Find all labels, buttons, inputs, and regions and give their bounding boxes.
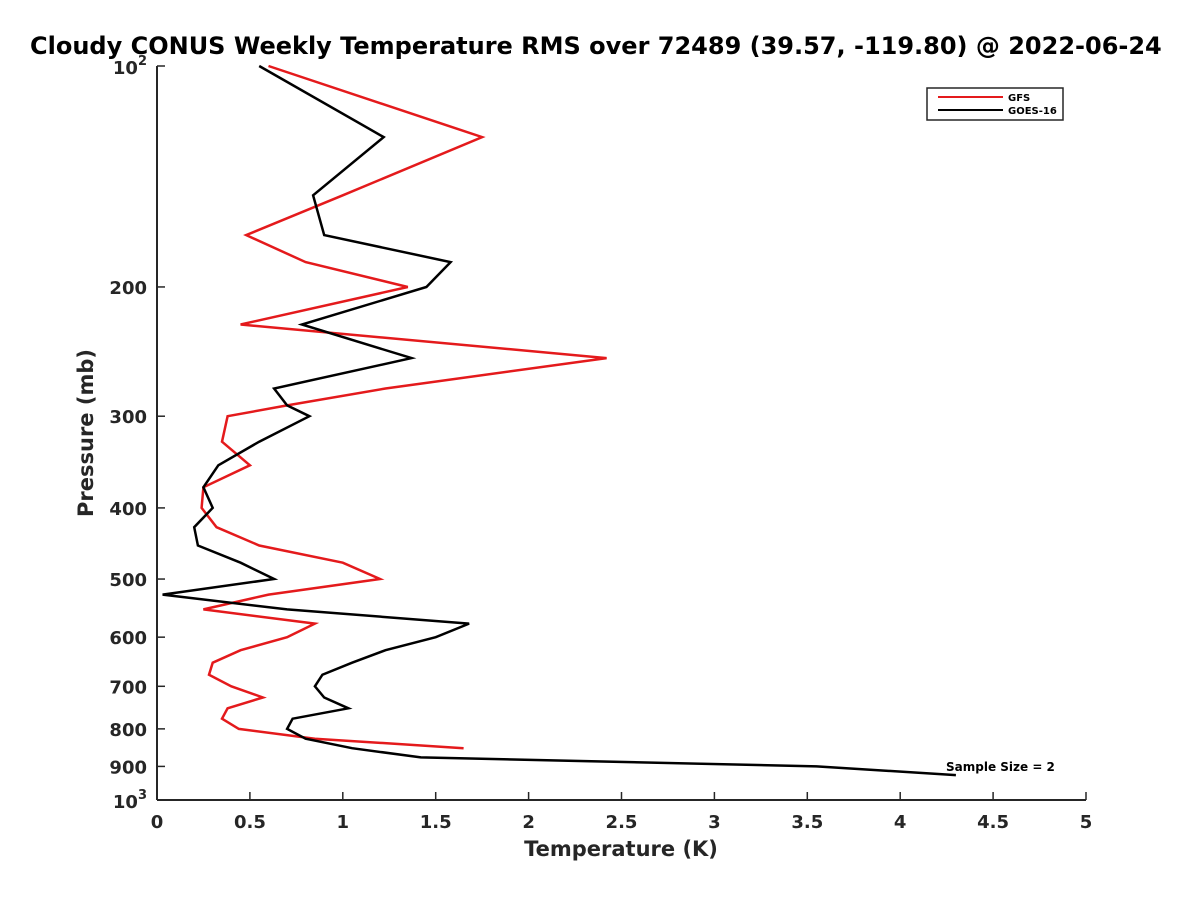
chart-title: Cloudy CONUS Weekly Temperature RMS over… [30, 32, 1162, 60]
x-tick-label: 1 [337, 812, 350, 833]
legend: GFS GOES-16 [926, 87, 1064, 121]
y-tick-label: 300 [109, 407, 147, 428]
y-tick-label: 102 [113, 54, 147, 79]
x-tick-label: 4 [894, 812, 907, 833]
axes [156, 66, 1086, 801]
y-tick-exponent: 3 [138, 788, 147, 803]
y-tick-base: 10 [113, 58, 138, 79]
x-tick-label: 0.5 [234, 812, 266, 833]
y-axis-label: Pressure (mb) [74, 349, 98, 517]
legend-box [926, 87, 1064, 121]
legend-label-goes16: GOES-16 [1008, 106, 1057, 117]
y-tick-label: 600 [109, 628, 147, 649]
sample-size-annotation: Sample Size = 2 [946, 760, 1055, 774]
x-tick-label: 3 [708, 812, 721, 833]
x-ticks: 0 0.5 1 1.5 2 2.5 3 3.5 4 4.5 5 [151, 792, 1093, 833]
x-tick-label: 2.5 [606, 812, 638, 833]
y-tick-label: 400 [109, 499, 147, 520]
y-tick-label: 900 [109, 757, 147, 778]
y-tick-label: 200 [109, 278, 147, 299]
series-line-goes16 [162, 64, 956, 777]
y-tick-base: 10 [113, 792, 138, 813]
legend-label-gfs: GFS [1008, 93, 1030, 104]
y-tick-exponent: 2 [138, 54, 147, 69]
x-tick-label: 4.5 [977, 812, 1009, 833]
x-axis-label: Temperature (K) [524, 837, 718, 861]
x-tick-label: 3.5 [791, 812, 823, 833]
y-tick-label: 800 [109, 720, 147, 741]
series-layer [162, 64, 956, 777]
series-line-gfs [200, 64, 607, 750]
x-tick-label: 2 [522, 812, 535, 833]
y-tick-label: 103 [113, 788, 147, 813]
x-tick-label: 5 [1080, 812, 1093, 833]
y-tick-label: 500 [109, 570, 147, 591]
x-tick-label: 0 [151, 812, 164, 833]
x-tick-label: 1.5 [420, 812, 452, 833]
y-tick-label: 700 [109, 677, 147, 698]
